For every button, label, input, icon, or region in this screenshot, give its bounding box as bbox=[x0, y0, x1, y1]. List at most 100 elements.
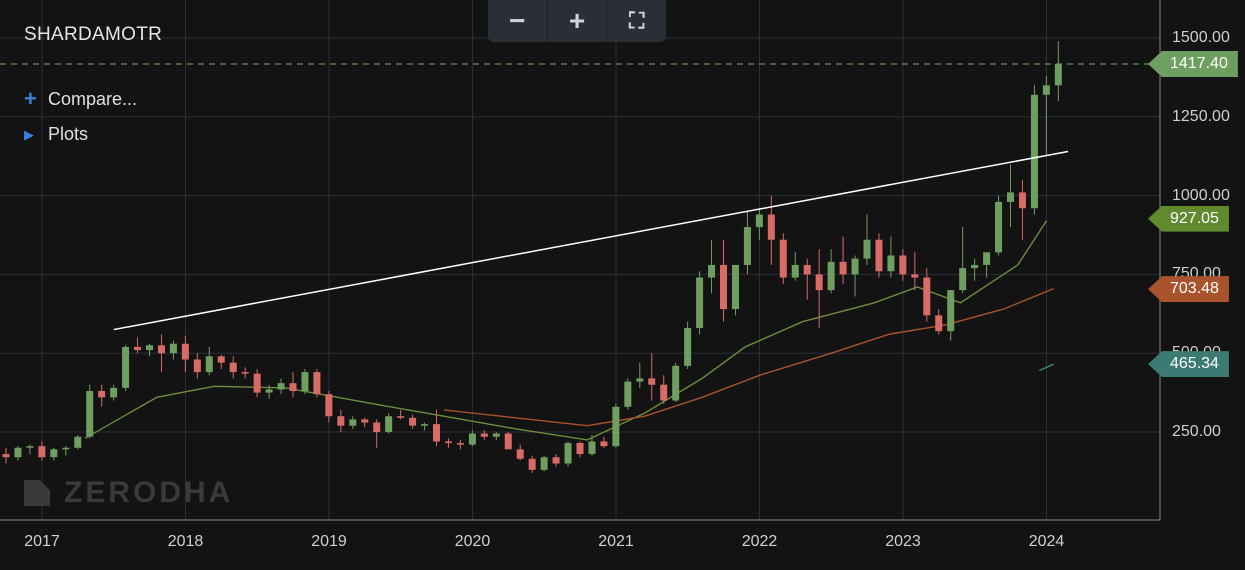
candle-body bbox=[600, 441, 608, 447]
candle-body bbox=[313, 372, 321, 395]
candle-body bbox=[456, 443, 464, 445]
candle-body bbox=[827, 261, 835, 291]
trendline bbox=[113, 150, 1069, 331]
zerodha-logo-icon bbox=[24, 480, 50, 506]
candle-body bbox=[74, 436, 82, 448]
zoom-in-button[interactable]: + bbox=[548, 0, 608, 42]
candle-body bbox=[385, 416, 393, 432]
candle-body bbox=[851, 258, 859, 275]
candle-body bbox=[349, 419, 357, 426]
x-tick-label: 2024 bbox=[1028, 533, 1065, 550]
candle-body bbox=[755, 214, 763, 228]
candle-body bbox=[552, 457, 560, 464]
candle-body bbox=[899, 255, 907, 275]
x-tick-label: 2018 bbox=[167, 533, 204, 550]
y-tick-label: 250.00 bbox=[1172, 423, 1221, 440]
candle-body bbox=[169, 343, 177, 354]
zoom-toolbar: − + ⛶ bbox=[488, 0, 666, 42]
symbol-label: SHARDAMOTR bbox=[24, 24, 163, 45]
candle-body bbox=[62, 447, 70, 450]
candle-body bbox=[1007, 192, 1014, 202]
price-tag: 465.34 bbox=[1148, 351, 1229, 378]
candle-body bbox=[241, 372, 249, 374]
candle-body bbox=[480, 433, 488, 437]
candle-body bbox=[612, 406, 620, 447]
candle-body bbox=[50, 449, 58, 458]
plots-button[interactable]: ▶ Plots bbox=[24, 124, 88, 145]
candle-body bbox=[301, 372, 309, 392]
candle-body bbox=[277, 383, 285, 390]
candle-body bbox=[636, 378, 644, 382]
candle-body bbox=[516, 449, 524, 459]
candle-body bbox=[672, 365, 680, 401]
candle-body bbox=[265, 389, 273, 393]
candle-body bbox=[325, 394, 333, 417]
candle-body bbox=[839, 261, 847, 275]
candle-body bbox=[361, 419, 369, 423]
candle-body bbox=[947, 290, 955, 332]
candle-body bbox=[193, 359, 201, 373]
candle-body bbox=[660, 384, 668, 401]
fullscreen-icon: ⛶ bbox=[628, 8, 645, 33]
candle-body bbox=[540, 457, 548, 470]
candle-body bbox=[624, 381, 632, 407]
candle-body bbox=[935, 315, 943, 332]
candle-body bbox=[444, 441, 452, 444]
candle-body bbox=[14, 447, 22, 458]
candle-body bbox=[98, 391, 106, 398]
candle-body bbox=[731, 264, 739, 310]
plus-icon: + bbox=[24, 86, 37, 111]
x-tick-label: 2020 bbox=[454, 533, 491, 550]
candle-body bbox=[708, 264, 716, 278]
compare-button[interactable]: + Compare... bbox=[24, 86, 137, 112]
candle-body bbox=[217, 356, 225, 363]
candle-body bbox=[397, 416, 405, 418]
candle-body bbox=[684, 327, 692, 366]
candle-body bbox=[767, 214, 775, 240]
candle-body bbox=[995, 201, 1003, 253]
candle-body bbox=[983, 252, 991, 265]
candle-body bbox=[181, 343, 189, 360]
candle-body bbox=[337, 416, 345, 426]
candle-body bbox=[468, 433, 476, 445]
watermark-text: ZERODHA bbox=[64, 476, 234, 509]
candle-body bbox=[588, 441, 596, 455]
candle-body bbox=[971, 264, 979, 269]
price-tag: 927.05 bbox=[1148, 205, 1229, 232]
candle-body bbox=[1054, 64, 1062, 86]
candle-body bbox=[564, 443, 572, 464]
candle-body bbox=[122, 346, 130, 388]
candle-body bbox=[875, 239, 883, 272]
candle-body bbox=[779, 239, 787, 278]
candle-body bbox=[134, 346, 142, 351]
candle-body bbox=[887, 255, 895, 272]
candle-body bbox=[86, 391, 94, 437]
candle-body bbox=[923, 277, 931, 316]
candle-body bbox=[1030, 94, 1038, 209]
price-tag: 1417.40 bbox=[1148, 51, 1238, 78]
x-tick-label: 2023 bbox=[885, 533, 921, 550]
candle-body bbox=[911, 274, 919, 278]
fullscreen-button[interactable]: ⛶ bbox=[607, 0, 666, 42]
minus-icon: − bbox=[509, 5, 526, 36]
x-tick-label: 2019 bbox=[311, 533, 347, 550]
y-tick-label: 1250.00 bbox=[1172, 107, 1230, 125]
candle-body bbox=[205, 356, 213, 373]
moving-average-line bbox=[1039, 363, 1054, 372]
candle-body bbox=[146, 345, 153, 351]
candle-body bbox=[409, 417, 417, 426]
plots-label: Plots bbox=[48, 124, 89, 144]
candle-body bbox=[791, 264, 799, 278]
candle-body bbox=[229, 362, 237, 373]
x-tick-label: 2021 bbox=[598, 533, 634, 550]
zoom-out-button[interactable]: − bbox=[488, 0, 548, 42]
candle-body bbox=[743, 227, 751, 265]
candle-body bbox=[492, 433, 500, 437]
moving-average-line bbox=[443, 287, 1054, 427]
candle-body bbox=[959, 268, 967, 291]
candle-body bbox=[38, 446, 46, 458]
candle-body bbox=[1018, 192, 1026, 209]
candle-body bbox=[26, 446, 34, 448]
candle-body bbox=[157, 345, 165, 354]
